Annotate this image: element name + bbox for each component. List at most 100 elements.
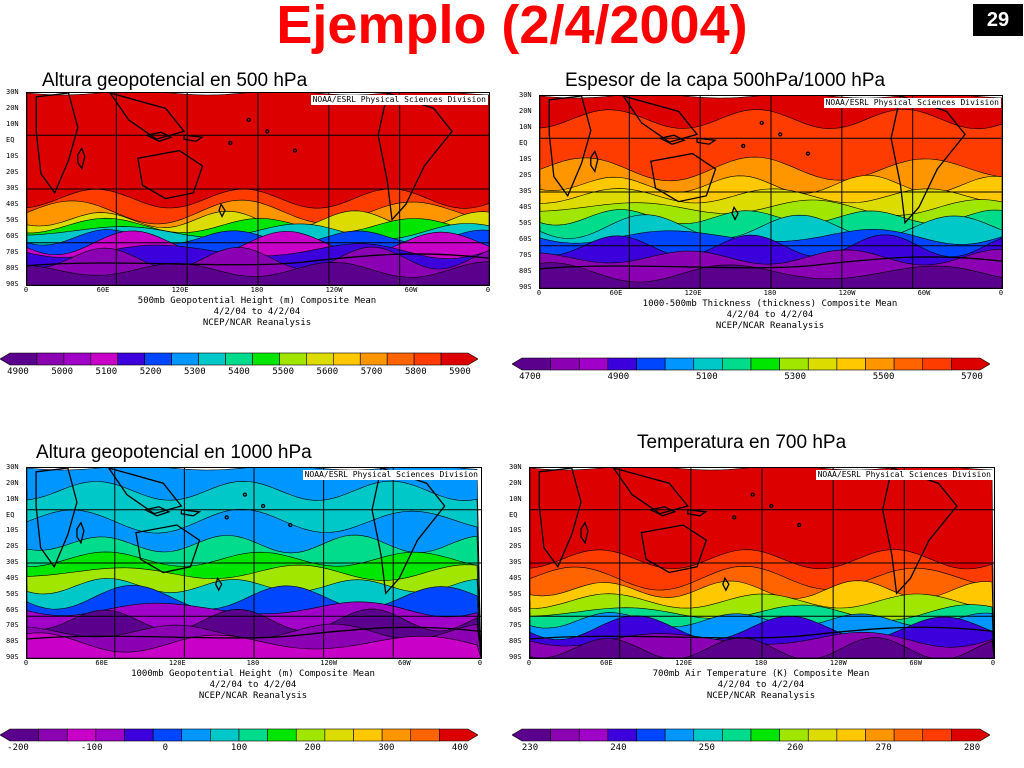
colorbar-tick: 5900 <box>449 367 471 377</box>
latitude-tick: 80S <box>6 637 19 646</box>
longitude-tick: 120W <box>829 659 847 667</box>
colorbar-tick: 5700 <box>360 367 383 377</box>
caption-line: 4/2/04 to 4/2/04 <box>213 307 301 317</box>
longitude-labels-z1000: 0 60E 120E 180 120W 60W 0 <box>23 659 482 669</box>
contour-map-thk: NOAA/ESRL Physical Sciences Division <box>539 95 1003 289</box>
colorbar-tick: 5300 <box>183 367 206 377</box>
colorbar-tick: 5200 <box>139 367 162 377</box>
colorbar-tick: 5500 <box>272 367 295 377</box>
colorbar-tick: 280 <box>963 743 981 753</box>
latitude-tick: 20N <box>509 478 522 487</box>
latitude-tick: 70S <box>519 251 532 259</box>
latitude-tick: 30N <box>6 463 19 471</box>
map-caption-t700: 700mb Air Temperature (K) Composite Mean… <box>529 669 993 702</box>
longitude-tick: 0 <box>536 289 542 297</box>
longitude-tick: 120E <box>171 286 189 294</box>
latitude-tick: 30S <box>519 187 532 195</box>
colorbar-tick: -200 <box>7 743 29 753</box>
colorbar-tick: 5700 <box>961 372 983 382</box>
longitude-tick: 60W <box>909 659 922 667</box>
colorbar-tick: 5500 <box>872 372 895 382</box>
latitude-tick: 90S <box>509 653 522 661</box>
latitude-tick: 60S <box>519 235 532 243</box>
caption-line: 4/2/04 to 4/2/04 <box>209 680 297 690</box>
panel-label-t700: Temperatura en 700 hPa <box>635 432 849 454</box>
latitude-tick: 10N <box>6 494 19 503</box>
colorbar-tick: 250 <box>698 743 715 753</box>
latitude-tick: EQ <box>519 139 528 147</box>
latitude-tick: 80S <box>519 267 532 275</box>
colorbar-labels-z1000: -200 -100 0 100 200 300 400 <box>0 743 478 755</box>
longitude-tick: 60W <box>398 659 411 667</box>
longitude-tick: 180 <box>763 289 777 297</box>
latitude-tick: 70S <box>509 621 522 630</box>
credit-label: NOAA/ESRL Physical Sciences Division <box>310 95 488 105</box>
colorbar-tick: 300 <box>378 743 395 753</box>
latitude-tick: 60S <box>6 232 19 240</box>
longitude-tick: 0 <box>23 659 29 667</box>
latitude-tick: 20N <box>6 478 19 487</box>
longitude-tick: 0 <box>23 286 29 294</box>
credit-label: NOAA/ESRL Physical Sciences Division <box>302 470 480 480</box>
latitude-tick: EQ <box>6 510 15 519</box>
latitude-tick: 40S <box>6 573 19 582</box>
latitude-tick: 20S <box>509 542 522 551</box>
colorbar-tick: 240 <box>610 743 627 753</box>
longitude-tick: 180 <box>250 286 264 294</box>
latitude-tick: 90S <box>519 283 532 291</box>
longitude-tick: 60E <box>609 289 623 297</box>
colorbar-tick: 5100 <box>695 372 718 382</box>
colorbar-z500 <box>0 352 479 366</box>
colorbar-tick: 100 <box>230 743 248 753</box>
latitude-tick: 50S <box>6 216 19 224</box>
longitude-tick: 60E <box>95 659 108 667</box>
latitude-tick: EQ <box>509 510 518 519</box>
caption-line: 1000mb Geopotential Height (m) Composite… <box>131 669 375 679</box>
longitude-tick: 60E <box>96 286 110 294</box>
latitude-tick: 90S <box>6 653 19 661</box>
latitude-tick: 40S <box>509 573 522 582</box>
map-caption-z500: 500mb Geopotential Height (m) Composite … <box>26 296 488 329</box>
page-number-badge: 29 <box>973 4 1023 36</box>
latitude-tick: 90S <box>6 280 19 288</box>
latitude-tick: 30S <box>509 558 522 566</box>
longitude-tick: 120E <box>684 289 702 297</box>
longitude-tick: 120W <box>325 286 343 294</box>
longitude-tick: 60W <box>404 286 418 294</box>
caption-line: 700mb Air Temperature (K) Composite Mean <box>652 669 870 679</box>
colorbar-tick: 5600 <box>316 367 339 377</box>
latitude-tick: 40S <box>6 200 19 208</box>
colorbar-tick: 5400 <box>228 367 250 377</box>
latitude-tick: 10N <box>6 120 19 128</box>
latitude-tick: 30S <box>6 184 19 192</box>
longitude-labels-z500: 0 60E 120E 180 120W 60W 0 <box>23 286 490 296</box>
latitude-tick: 20S <box>6 542 19 551</box>
latitude-tick: 50S <box>509 589 522 598</box>
colorbar-tick: -100 <box>80 743 103 753</box>
caption-line: NCEP/NCAR Reanalysis <box>706 691 816 701</box>
map-caption-z1000: 1000mb Geopotential Height (m) Composite… <box>26 669 480 702</box>
colorbar-labels-z500: 4900 5000 5100 5200 5300 5400 5500 5600 5700 5800… <box>0 367 478 379</box>
latitude-tick: 20N <box>519 107 532 115</box>
contour-map-z500: NOAA/ESRL Physical Sciences Division <box>26 92 490 286</box>
panel-label-z1000: Altura geopotencial en 1000 hPa <box>34 442 314 464</box>
latitude-tick: 50S <box>519 219 532 227</box>
panel-label-thickness: Espesor de la capa 500hPa/1000 hPa <box>563 70 888 92</box>
latitude-tick: 70S <box>6 248 19 256</box>
colorbar-tick: 5300 <box>784 372 807 382</box>
contour-map-t700: NOAA/ESRL Physical Sciences Division <box>529 467 995 659</box>
latitude-tick: 10N <box>509 494 522 503</box>
colorbar-tick: 5800 <box>404 367 427 377</box>
colorbar-labels-thk: 4700 4900 5100 5300 5500 5700 <box>512 372 990 384</box>
latitude-tick: 80S <box>509 637 522 646</box>
latitude-tick: 20S <box>6 168 19 176</box>
latitude-tick: 10N <box>519 123 532 131</box>
colorbar-z1000 <box>0 728 479 742</box>
longitude-tick: 60E <box>600 659 613 667</box>
contour-map-z1000: NOAA/ESRL Physical Sciences Division <box>26 467 482 659</box>
latitude-tick: 10S <box>6 152 19 160</box>
caption-line: NCEP/NCAR Reanalysis <box>198 691 308 701</box>
longitude-tick: 180 <box>246 659 260 667</box>
map-caption-thk: 1000-500mb Thickness (thickness) Composi… <box>539 299 1001 332</box>
latitude-labels-thk: 30N 20N 10N EQ 10S 20S 30S 40S 50S 60S 70S 80S 90S <box>519 91 539 291</box>
